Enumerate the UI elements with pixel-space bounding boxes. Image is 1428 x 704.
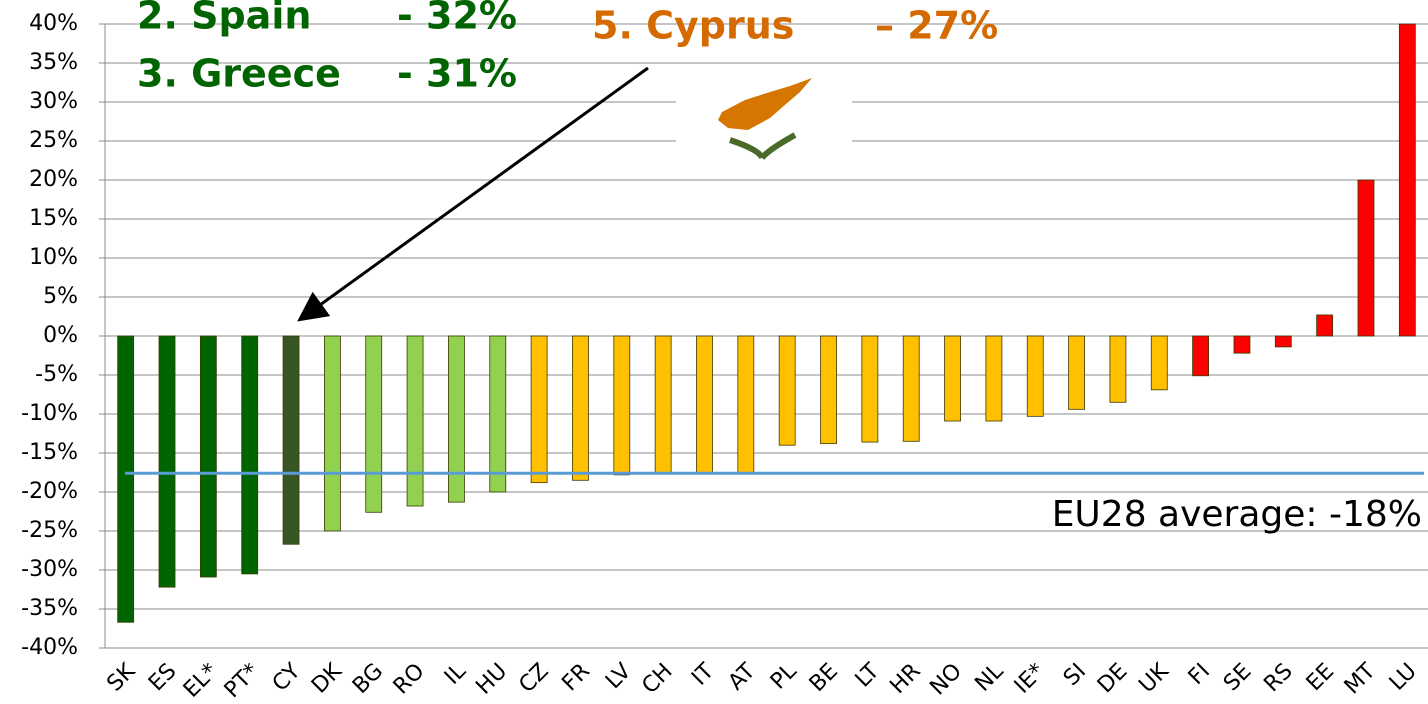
x-tick-label: FI [1184, 659, 1215, 690]
bar [365, 335, 383, 513]
x-tick-label: LV [601, 659, 636, 694]
x-tick-label: NO [925, 659, 967, 700]
y-tick-label: 35% [29, 50, 78, 75]
bar [985, 335, 1003, 422]
y-tick-label: 20% [29, 167, 78, 192]
y-tick-label: 0% [43, 323, 78, 348]
x-tick-label: NL [970, 658, 1009, 697]
x-tick-label: RO [389, 659, 430, 700]
bar [1068, 335, 1085, 410]
x-tick-label: SE [1219, 659, 1256, 696]
bar [613, 335, 631, 476]
bar [944, 335, 961, 422]
x-tick-label: PT* [220, 659, 264, 700]
x-tick-label: DK [307, 658, 347, 698]
x-tick-label: DE [1093, 659, 1132, 698]
bar [737, 335, 755, 474]
x-tick-label: IE* [1010, 659, 1050, 699]
bar [820, 335, 837, 445]
x-tick-label: AT [724, 658, 761, 695]
bar [1274, 335, 1292, 348]
y-tick-label: -10% [21, 401, 78, 426]
x-tick-label: EL* [179, 659, 223, 700]
y-tick-label: -40% [21, 635, 78, 660]
y-tick-label: 40% [29, 11, 78, 36]
x-tick-label: HR [885, 659, 925, 699]
bar [1192, 335, 1210, 377]
x-tick-label: CY [268, 658, 306, 696]
bar [1398, 23, 1416, 337]
annotation: - 31% [397, 52, 517, 96]
y-tick-label: 25% [29, 128, 78, 153]
x-tick-label: SI [1059, 659, 1091, 691]
bar [1357, 179, 1375, 337]
x-tick-label: LU [1385, 659, 1422, 696]
x-tick-label: CH [637, 659, 677, 699]
x-tick-label: ES [144, 659, 181, 696]
arrow [297, 66, 649, 322]
bar [1150, 335, 1168, 391]
x-tick-label: RS [1259, 659, 1297, 697]
y-tick-label: 10% [29, 245, 78, 270]
bar [778, 335, 796, 446]
bar [199, 335, 217, 578]
average-label: EU28 average: -18% [1052, 494, 1422, 535]
cyprus-flag [718, 78, 812, 160]
bar [158, 335, 176, 588]
annotation: 3. Greece [137, 52, 341, 96]
bar [489, 335, 507, 493]
y-tick-label: 30% [29, 89, 78, 114]
bar [861, 335, 879, 443]
annotation: – 27% [875, 4, 998, 48]
x-tick-label: HU [471, 659, 512, 700]
annotation: - 32% [397, 0, 517, 38]
x-tick-label: EE [1302, 659, 1339, 696]
bar [654, 335, 672, 474]
y-tick-label: 5% [43, 284, 78, 309]
x-tick-label: LT [851, 658, 885, 692]
x-tick-label: IL [440, 658, 471, 689]
bar [1233, 335, 1251, 354]
y-tick-label: -30% [21, 557, 78, 582]
annotation: 2. Spain [137, 0, 311, 38]
x-tick-label: PL [766, 658, 802, 694]
annotation: 5. Cyprus [592, 4, 794, 48]
bar [696, 335, 713, 474]
x-tick-label: UK [1134, 658, 1174, 698]
x-tick-label: BE [805, 659, 843, 697]
bar [117, 335, 135, 623]
x-tick-label: IT [687, 658, 719, 690]
y-tick-label: -15% [21, 440, 78, 465]
bar [323, 335, 341, 532]
bar [1109, 335, 1127, 403]
bar [572, 335, 589, 481]
x-tick-label: SK [102, 658, 140, 696]
bar [1316, 314, 1334, 337]
y-tick-label: -5% [35, 362, 78, 387]
bar [282, 335, 300, 545]
bar [406, 335, 424, 507]
y-tick-label: 15% [29, 206, 78, 231]
y-tick-label: -25% [21, 518, 78, 543]
bar [448, 335, 465, 503]
x-tick-label: BG [348, 659, 388, 699]
bar [1026, 335, 1044, 417]
bar [530, 335, 548, 484]
bar [241, 335, 259, 575]
x-tick-label: FR [557, 659, 594, 696]
x-tick-label: CZ [514, 659, 553, 698]
y-tick-label: -35% [21, 596, 78, 621]
bar [902, 335, 920, 442]
y-tick-label: -20% [21, 479, 78, 504]
x-tick-label: MT [1340, 658, 1381, 699]
